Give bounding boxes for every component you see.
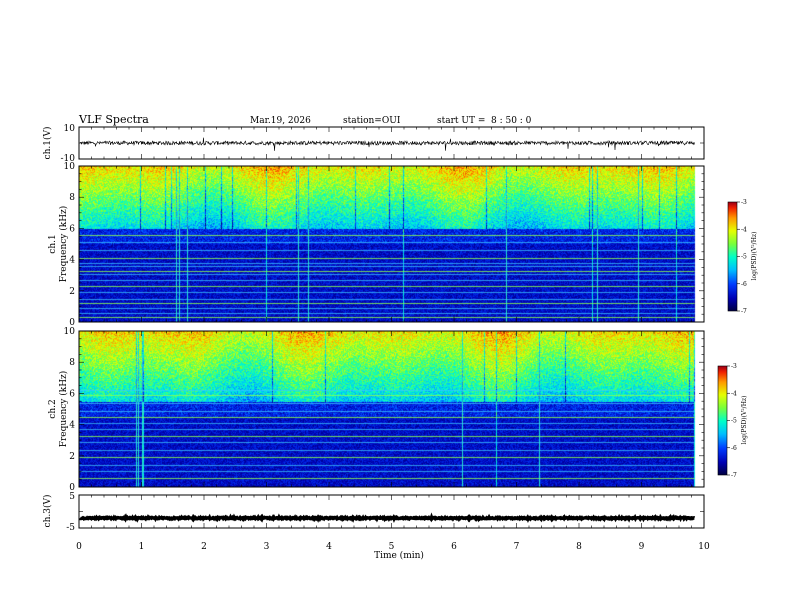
ch3-waveform-ylabel: ch.3(V) <box>42 495 53 528</box>
freq-tick-label: 4 <box>69 256 75 266</box>
colorbar-tick-label: -7 <box>731 472 737 479</box>
colorbar-tick-label: -4 <box>741 226 747 233</box>
ch3-ytick-bottom: -5 <box>66 523 75 533</box>
ch2-spectrogram-yticks: 0 2 4 6 8 10 <box>64 327 704 493</box>
time-tick-label: 10 <box>698 542 710 552</box>
colorbar-tick-label: -3 <box>731 363 737 370</box>
freq-tick-label: 6 <box>69 389 75 399</box>
time-tick-label: 8 <box>576 542 582 552</box>
ch1-colorbar-label: log(PSD)(V²/Hz) <box>751 232 758 281</box>
ch2-spectrogram-panel: 0 2 4 6 8 10 ch.2 Frequency (kHz) <box>48 327 705 493</box>
colorbar-tick-label: -4 <box>731 390 737 397</box>
ch1-spectrogram-ylabel: Frequency (kHz) <box>58 206 69 283</box>
colorbar-tick-label: -6 <box>731 445 737 452</box>
ch2-spectrogram-ylabel: Frequency (kHz) <box>58 371 69 448</box>
time-tick-label: 1 <box>139 542 145 552</box>
ch3-waveform-line <box>78 512 696 524</box>
station-label: station=OUI <box>343 116 401 126</box>
time-axis-title: Time (min) <box>374 550 424 561</box>
freq-tick-label: 2 <box>69 452 75 462</box>
freq-tick-label: 10 <box>64 162 76 172</box>
ch1-spectrogram-image <box>79 166 704 322</box>
ch1-colorbar-ticks: -3 -4 -5 -6 -7 <box>737 199 747 315</box>
freq-tick-label: 8 <box>69 358 75 368</box>
ch3-ytick-top: 5 <box>69 492 75 502</box>
time-axis-labels: 0 1 2 3 4 5 6 7 8 9 10 <box>76 542 710 552</box>
ch3-waveform-panel: 5 -5 ch.3(V) <box>42 492 705 533</box>
time-tick-label: 2 <box>201 542 207 552</box>
time-tick-label: 9 <box>639 542 645 552</box>
colorbar-tick-label: -5 <box>731 418 737 425</box>
ch2-colorbar-label: log(PSD)(V²/Hz) <box>741 396 748 445</box>
ch2-colorbar-image-holder <box>718 366 727 475</box>
ch1-colorbar-gradient <box>728 202 737 311</box>
ch1-spectrogram-yticks: 0 2 4 6 8 10 <box>64 162 704 328</box>
freq-tick-label: 2 <box>69 287 75 297</box>
start-ut-label: start UT = <box>437 116 485 126</box>
freq-tick-label: 10 <box>64 327 76 337</box>
time-tick-label: 6 <box>451 542 457 552</box>
ch1-colorbar: -3 -4 -5 -6 -7 log(PSD)(V²/Hz) <box>727 199 758 315</box>
ch1-waveform-ylabel: ch.1(V) <box>42 127 53 160</box>
ch1-spectrogram-image-holder <box>79 166 704 322</box>
time-tick-label: 4 <box>326 542 332 552</box>
freq-tick-label: 0 <box>69 318 75 328</box>
ch1-spectrogram-panel: 0 2 4 6 8 10 ch.1 Frequency (kHz) <box>48 162 705 328</box>
ch1-waveform-line <box>79 137 695 151</box>
date-label: Mar.19, 2026 <box>250 116 311 126</box>
colorbar-tick-label: -5 <box>741 254 747 261</box>
ch1-spectrogram-channel: ch.1 <box>48 234 58 253</box>
ch1-colorbar-image-holder <box>728 202 737 311</box>
time-tick-label: 7 <box>514 542 520 552</box>
ch2-spectrogram-image <box>79 331 704 487</box>
ch2-colorbar: -3 -4 -5 -6 -7 log(PSD)(V²/Hz) <box>717 363 748 479</box>
start-ut-time: 8 : 50 : 0 <box>491 116 532 126</box>
ch2-colorbar-gradient <box>718 366 727 475</box>
freq-tick-label: 4 <box>69 421 75 431</box>
ch2-spectrogram-channel: ch.2 <box>48 399 58 418</box>
colorbar-tick-label: -3 <box>741 199 747 206</box>
freq-tick-label: 8 <box>69 193 75 203</box>
ch2-colorbar-ticks: -3 -4 -5 -6 -7 <box>727 363 737 479</box>
freq-tick-label: 0 <box>69 483 75 493</box>
time-tick-label: 3 <box>264 542 270 552</box>
time-tick-label: 0 <box>76 542 82 552</box>
time-tick-label: 5 <box>389 542 395 552</box>
time-axis-ticks <box>78 127 705 528</box>
freq-tick-label: 6 <box>69 224 75 234</box>
ch1-waveform-panel: 10 -10 ch.1(V) <box>42 124 705 164</box>
ch1-ytick-bottom: -10 <box>61 154 76 164</box>
colorbar-tick-label: -6 <box>741 281 747 288</box>
ch1-ytick-top: 10 <box>64 124 76 134</box>
figure-title: VLF Spectra <box>78 113 149 126</box>
colorbar-tick-label: -7 <box>741 308 747 315</box>
ch2-spectrogram-image-holder <box>79 331 704 487</box>
